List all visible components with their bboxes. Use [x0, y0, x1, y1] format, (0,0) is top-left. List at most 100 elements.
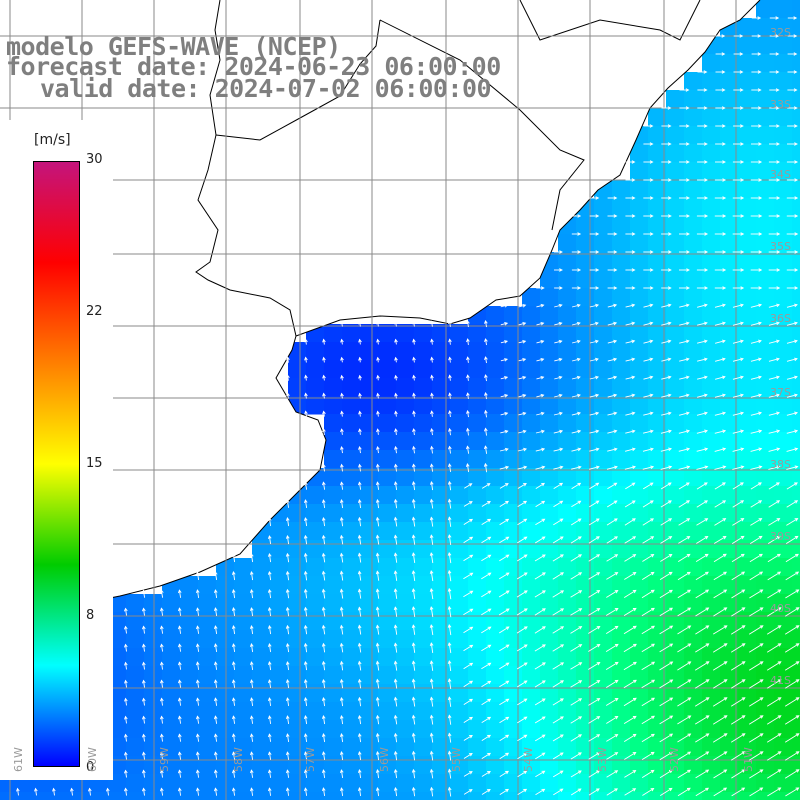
wind-arrow [394, 625, 398, 635]
wind-arrow-head [667, 375, 672, 380]
wind-arrow-head [357, 499, 362, 503]
wind-arrow-head [177, 697, 182, 702]
wind-cell [630, 630, 649, 649]
wind-arrow-head [303, 660, 308, 665]
wind-arrow [730, 625, 746, 635]
wind-cell [540, 450, 559, 469]
wind-arrow-head [723, 571, 727, 576]
wind-arrow-head [303, 697, 308, 701]
wind-cell [306, 576, 325, 595]
wind-cell [666, 270, 685, 289]
wind-cell [126, 666, 145, 685]
wind-arrow-head [776, 160, 781, 164]
wind-cell [684, 702, 703, 721]
wind-arrow-head [469, 536, 474, 541]
wind-arrow-head [631, 232, 636, 236]
wind-arrow-head [651, 607, 655, 612]
wind-arrow [605, 680, 619, 688]
wind-arrow-head [523, 770, 528, 775]
wind-arrow [661, 340, 671, 344]
wind-arrow-head [741, 589, 746, 593]
wind-arrow [713, 751, 727, 761]
wind-arrow [481, 753, 491, 759]
wind-cell [576, 252, 595, 271]
wind-cell [396, 576, 415, 595]
wind-cell [180, 612, 199, 631]
wind-arrow-head [686, 447, 691, 452]
wind-arrow-head [596, 608, 601, 612]
wind-cell [414, 666, 433, 685]
wind-arrow [71, 788, 73, 796]
wind-arrow [732, 430, 744, 434]
wind-cell [558, 594, 577, 613]
wind-cell [504, 342, 523, 361]
wind-cell [612, 486, 631, 505]
wind-cell [288, 630, 307, 649]
wind-arrow-head [631, 393, 636, 398]
wind-arrow [430, 588, 434, 600]
wind-cell [756, 198, 775, 217]
wind-arrow [552, 680, 564, 688]
wind-arrow-head [376, 320, 380, 325]
wind-cell [684, 414, 703, 433]
wind-arrow [642, 466, 654, 470]
wind-arrow-head [793, 34, 798, 38]
wind-cell [504, 378, 523, 397]
wind-cell [774, 234, 793, 253]
wind-arrow-head [595, 788, 600, 792]
wind-cell [396, 486, 415, 505]
wind-cell [702, 576, 721, 595]
wind-cell [234, 774, 253, 793]
wind-arrow-head [721, 357, 726, 362]
wind-arrow-head [757, 88, 762, 92]
wind-arrow-head [595, 268, 600, 272]
wind-arrow-head [649, 286, 654, 290]
wind-cell [738, 648, 757, 667]
wind-arrow-head [558, 339, 563, 344]
wind-arrow-head [777, 751, 782, 755]
wind-arrow [394, 553, 398, 563]
wind-arrow-head [722, 518, 727, 522]
wind-arrow-head [339, 481, 344, 486]
wind-arrow [485, 356, 487, 364]
wind-arrow-head [632, 536, 637, 540]
wind-arrow [485, 338, 487, 346]
wind-arrow-head [286, 374, 290, 379]
wind-arrow-head [141, 787, 146, 792]
lat-label: 37S [770, 386, 791, 399]
wind-arrow-head [195, 607, 200, 612]
wind-arrow [286, 535, 290, 545]
wind-cell [684, 792, 703, 800]
wind-cell [558, 720, 577, 739]
wind-arrow-head [357, 481, 362, 486]
wind-arrow-head [795, 769, 800, 773]
wind-arrow [467, 410, 469, 418]
wind-arrow-head [759, 625, 764, 629]
wind-arrow [376, 553, 380, 563]
wind-arrow [695, 625, 709, 635]
wind-arrow [750, 394, 762, 398]
wind-arrow-head [775, 339, 780, 344]
wind-arrow-head [376, 428, 380, 433]
wind-arrow [463, 662, 473, 670]
wind-arrow [731, 787, 745, 797]
wind-arrow [642, 500, 654, 508]
wind-arrow-head [794, 500, 799, 504]
wind-arrow [730, 733, 746, 743]
wind-arrow [125, 644, 127, 652]
wind-arrow-head [758, 178, 763, 182]
wind-arrow [125, 698, 127, 706]
wind-cell [720, 54, 739, 73]
wind-arrow [268, 716, 272, 724]
wind-arrow [641, 661, 655, 671]
wind-cell [360, 468, 379, 487]
wind-arrow [784, 661, 800, 671]
wind-arrow-head [578, 590, 583, 594]
wind-arrow [785, 553, 799, 563]
wind-cell [558, 612, 577, 631]
wind-cell [774, 792, 793, 800]
wind-arrow-head [505, 662, 510, 666]
wind-arrow [448, 679, 452, 689]
wind-cell [324, 324, 343, 343]
wind-arrow-head [213, 589, 218, 594]
